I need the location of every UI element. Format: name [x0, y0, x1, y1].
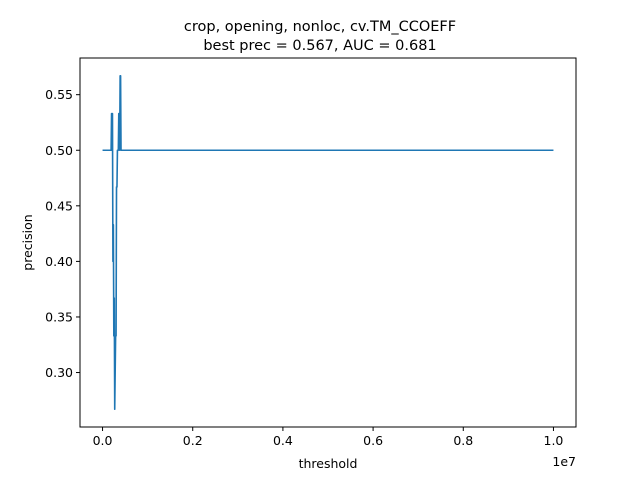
x-axis-label: threshold [299, 456, 358, 471]
y-tick-label: 0.55 [45, 87, 73, 102]
x-axis-offset-label: 1e7 [552, 454, 576, 469]
series-line-0 [102, 74, 554, 411]
x-tick-label: 0.0 [93, 433, 113, 448]
plot-area [102, 74, 554, 411]
y-tick-label: 0.45 [45, 198, 73, 213]
axes-frame [79, 57, 577, 428]
x-tick-label: 1.0 [544, 433, 564, 448]
chart-title-line2: best prec = 0.567, AUC = 0.681 [203, 38, 436, 54]
y-axis-ticks: 0.30 0.35 0.40 0.45 0.50 0.55 [45, 87, 80, 380]
y-tick-label: 0.50 [45, 143, 73, 158]
y-tick-label: 0.30 [45, 365, 73, 380]
x-tick-label: 0.8 [453, 433, 473, 448]
chart-title-line1: crop, opening, nonloc, cv.TM_CCOEFF [184, 19, 456, 35]
x-tick-label: 0.4 [273, 433, 293, 448]
y-tick-label: 0.35 [45, 309, 73, 324]
x-tick-label: 0.2 [183, 433, 203, 448]
x-axis-ticks: 0.0 0.2 0.4 0.6 0.8 1.0 [93, 427, 564, 448]
y-tick-label: 0.40 [45, 254, 73, 269]
x-tick-label: 0.6 [363, 433, 383, 448]
y-axis-label: precision [20, 214, 35, 270]
